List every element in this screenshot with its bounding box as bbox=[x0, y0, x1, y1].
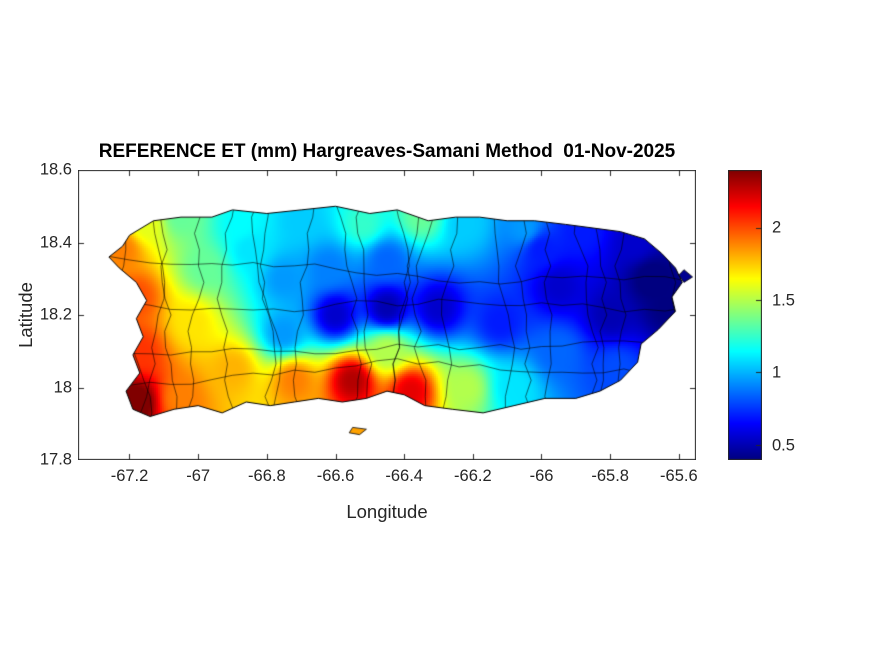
y-tick-label: 18 bbox=[53, 378, 72, 396]
x-tick-label: -65.8 bbox=[591, 467, 629, 485]
x-tick-label: -65.6 bbox=[660, 467, 698, 485]
colorbar-tick-label: 1.5 bbox=[772, 291, 795, 309]
x-axis-label: Longitude bbox=[346, 501, 428, 522]
chart-title: REFERENCE ET (mm) Hargreaves-Samani Meth… bbox=[98, 141, 676, 162]
y-tick-label: 18.6 bbox=[39, 160, 72, 179]
colorbar bbox=[728, 170, 762, 460]
y-tick-label: 17.8 bbox=[39, 450, 72, 469]
x-tick-label: -66.8 bbox=[248, 467, 286, 485]
x-tick-label: -67 bbox=[186, 467, 211, 485]
x-tick-label: -67.2 bbox=[110, 467, 149, 485]
x-tick-label: -66.6 bbox=[316, 467, 355, 485]
colorbar-tick-label: 0.5 bbox=[772, 436, 795, 454]
colorbar-tick-label: 1 bbox=[772, 363, 782, 382]
x-tick-label: -66.2 bbox=[454, 467, 492, 485]
x-tick-label: -66.4 bbox=[385, 467, 423, 485]
y-tick-label: 18.4 bbox=[39, 233, 72, 251]
map-plot-canvas bbox=[78, 170, 696, 460]
colorbar-tick-label: 2 bbox=[772, 218, 782, 237]
y-tick-label: 18.2 bbox=[39, 305, 72, 324]
x-tick-label: -66 bbox=[529, 467, 554, 485]
